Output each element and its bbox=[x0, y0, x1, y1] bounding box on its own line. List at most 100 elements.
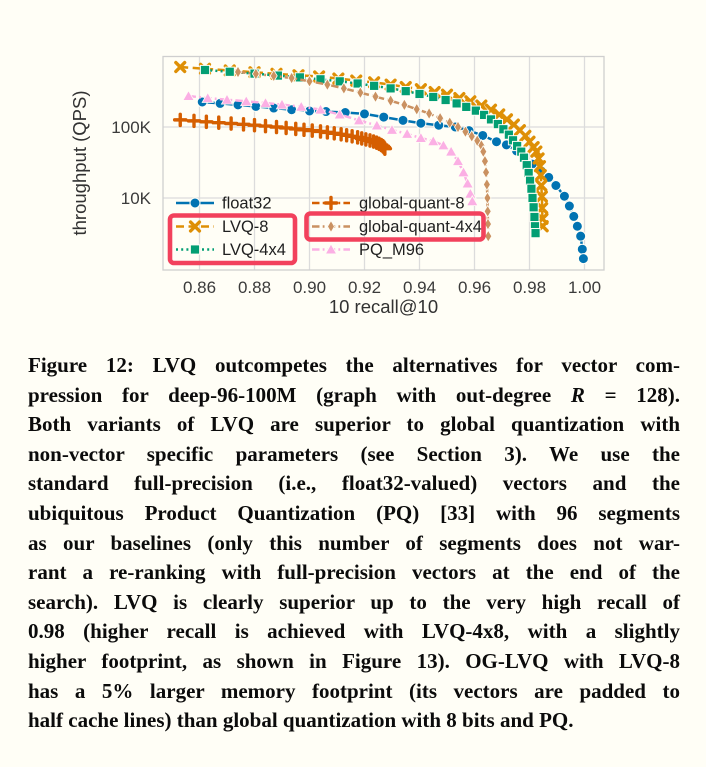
square-marker bbox=[461, 101, 472, 112]
triangle-marker bbox=[259, 96, 272, 108]
chart-series bbox=[172, 60, 589, 265]
caption-line-8: rant a re-ranking with full-precision ve… bbox=[28, 560, 680, 585]
legend-item-LVQ-8: LVQ-8 bbox=[176, 218, 268, 236]
square-marker bbox=[526, 183, 537, 194]
circle-marker bbox=[568, 210, 580, 222]
throughput-vs-recall-chart: 0.86 0.88 0.90 0.92 0.94 0.96 0.98 1.0010K100K … bbox=[69, 55, 605, 317]
caption-line-9: search). LVQ is clearly superior up to t… bbox=[28, 589, 680, 614]
caption-line-3: Both variants of LVQ are superior to glo… bbox=[28, 412, 680, 437]
thin-diamond-marker bbox=[461, 125, 470, 139]
circle-marker bbox=[571, 220, 583, 232]
thin-diamond-marker bbox=[484, 229, 493, 243]
x-marker bbox=[188, 220, 202, 233]
x-tick-label: 0.88 bbox=[238, 278, 271, 297]
square-marker bbox=[530, 228, 541, 239]
x-marker bbox=[493, 108, 506, 121]
square-marker bbox=[529, 211, 540, 223]
triangle-marker bbox=[201, 91, 215, 103]
legend-label: global-quant-4x4 bbox=[359, 218, 482, 236]
plus-marker bbox=[223, 116, 239, 131]
triangle-marker bbox=[324, 243, 338, 255]
thin-diamond-marker bbox=[480, 154, 489, 168]
thin-diamond-marker bbox=[323, 78, 332, 92]
triangle-marker bbox=[464, 187, 477, 199]
thin-diamond-marker bbox=[400, 98, 409, 112]
triangle-marker bbox=[275, 98, 289, 110]
circle-marker bbox=[577, 253, 589, 265]
thin-diamond-marker bbox=[386, 94, 395, 108]
circle-marker bbox=[550, 179, 562, 191]
triangle-marker bbox=[239, 95, 253, 107]
plus-marker bbox=[211, 115, 227, 130]
legend-item-global-quant-4x4: global-quant-4x4 bbox=[312, 218, 482, 236]
figure-caption: Figure 12: LVQ outcompetes the alternati… bbox=[28, 351, 680, 736]
triangle-marker bbox=[314, 103, 327, 115]
triangle-marker bbox=[182, 89, 195, 101]
legend-label: global-quant-8 bbox=[359, 195, 465, 213]
thin-diamond-marker bbox=[327, 219, 335, 234]
thin-diamond-marker bbox=[445, 116, 454, 130]
x-marker bbox=[536, 202, 549, 215]
square-marker bbox=[451, 98, 462, 109]
legend-label: LVQ-4x4 bbox=[222, 241, 286, 259]
x-tick-label: 0.96 bbox=[458, 278, 491, 297]
plus-marker bbox=[186, 113, 202, 129]
plus-marker bbox=[199, 114, 214, 130]
x-tick-label: 0.90 bbox=[293, 278, 326, 297]
plus-marker bbox=[377, 141, 393, 156]
plus-marker bbox=[172, 112, 188, 128]
square-marker bbox=[400, 86, 411, 97]
caption-line-1: Figure 12: LVQ outcompetes the alternati… bbox=[28, 353, 680, 377]
legend-label: PQ_M96 bbox=[359, 241, 424, 259]
square-marker bbox=[224, 66, 235, 77]
circle-marker bbox=[415, 117, 427, 129]
square-marker bbox=[294, 72, 305, 83]
chart-legend: float32 LVQ-8 LVQ-4x4 global-quant-8 global-… bbox=[176, 195, 482, 259]
thin-diamond-marker bbox=[356, 86, 365, 100]
legend-item-float32: float32 bbox=[176, 195, 272, 213]
square-marker bbox=[527, 192, 538, 204]
plot-border bbox=[162, 55, 605, 271]
caption-line-11: higher footprint, as shown in Figure 13)… bbox=[28, 648, 680, 673]
triangle-marker bbox=[400, 127, 414, 139]
square-marker bbox=[428, 91, 439, 103]
x-tick-label: 0.86 bbox=[183, 278, 216, 297]
series-PQ_M96 bbox=[182, 89, 479, 207]
circle-marker bbox=[576, 243, 588, 255]
triangle-marker bbox=[220, 93, 234, 105]
x-tick-label: 0.94 bbox=[403, 278, 436, 297]
square-marker bbox=[199, 64, 211, 76]
y-tick-label: 100K bbox=[111, 118, 151, 137]
x-axis-label: 10 recall@10 bbox=[329, 296, 438, 317]
y-tick-label: 10K bbox=[121, 189, 152, 208]
thin-diamond-marker bbox=[482, 165, 491, 179]
triangle-marker bbox=[352, 114, 366, 126]
x-tick-label: 0.92 bbox=[348, 278, 381, 297]
circle-marker bbox=[491, 136, 502, 148]
legend-highlight-box-2 bbox=[304, 211, 486, 242]
triangle-marker bbox=[333, 108, 347, 120]
caption-line-2: pression for deep-96-100M (graph with ou… bbox=[28, 382, 680, 407]
legend-label: LVQ-8 bbox=[222, 218, 268, 236]
thin-diamond-marker bbox=[425, 106, 434, 121]
legend-highlight-box-1 bbox=[167, 213, 298, 266]
x-tick-label: 0.98 bbox=[513, 278, 546, 297]
thin-diamond-marker bbox=[339, 81, 348, 95]
caption-line-6: ubiquitous Product Quantization (PQ) [33… bbox=[28, 500, 680, 525]
series-global-quant-4x4 bbox=[234, 65, 493, 243]
series-line bbox=[237, 70, 490, 237]
triangle-marker bbox=[414, 131, 428, 143]
square-marker bbox=[528, 202, 539, 213]
triangle-marker bbox=[437, 139, 450, 151]
circle-marker bbox=[378, 111, 390, 123]
caption-line-4: non-vector specific parameters (see Sect… bbox=[28, 441, 680, 466]
x-marker bbox=[534, 169, 547, 182]
circle-marker bbox=[558, 190, 570, 202]
triangle-marker bbox=[466, 195, 479, 207]
thin-diamond-marker bbox=[305, 74, 314, 88]
plus-marker bbox=[323, 195, 339, 211]
thin-diamond-marker bbox=[467, 129, 476, 143]
circle-marker bbox=[359, 108, 370, 120]
square-marker bbox=[498, 124, 509, 135]
